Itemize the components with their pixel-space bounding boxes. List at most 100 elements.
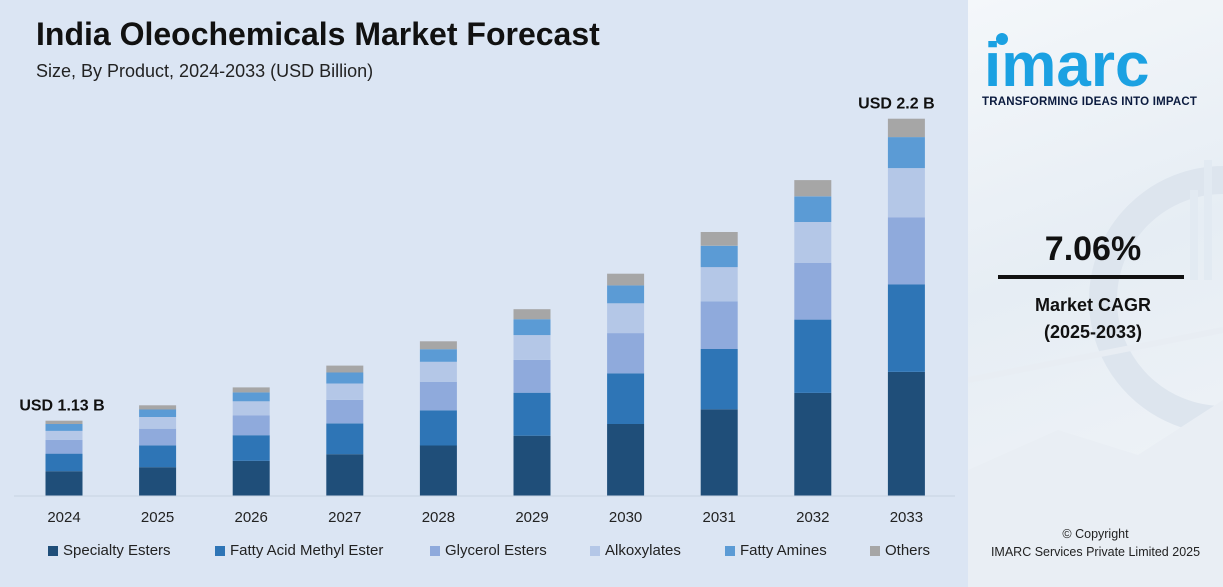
legend-swatch: [590, 545, 600, 556]
bar-segment-2024-0: [45, 471, 83, 496]
bar-segment-2033-1: [887, 284, 925, 372]
bar-segment-2033-5: [887, 118, 925, 138]
x-tick-labels: 2024 2025 2026 2027 2028 2029 2030 2031 2032 2033: [47, 509, 923, 526]
bar-segment-2025-5: [139, 405, 177, 410]
bar-segment-2026-3: [232, 401, 270, 416]
bar-segment-2030-1: [607, 373, 645, 424]
bar-segment-2029-3: [513, 335, 551, 360]
chart-legend: Specialty Esters Fatty Acid Methyl Ester G…: [0, 542, 968, 564]
bar-segment-2030-0: [607, 424, 645, 496]
bar-segment-2025-4: [139, 409, 177, 417]
bars-layer: [45, 118, 925, 496]
bar-segment-2027-1: [326, 423, 364, 455]
x-tick-label: 2032: [796, 509, 829, 526]
chart-panel: India Oleochemicals Market Forecast Size…: [0, 0, 968, 587]
legend-label: Glycerol Esters: [445, 542, 547, 559]
bar-segment-2029-1: [513, 392, 551, 436]
x-tick-label: 2026: [235, 509, 268, 526]
legend-swatch: [870, 545, 880, 556]
background-graphic-icon: [968, 160, 1223, 587]
cagr-period: (2025-2033): [1043, 322, 1143, 342]
bar-segment-2029-5: [513, 309, 551, 320]
legend-label: Alkoxylates: [605, 542, 681, 559]
bar-segment-2029-4: [513, 319, 551, 336]
bar-segment-2030-5: [607, 273, 645, 286]
x-tick-label: 2027: [328, 509, 361, 526]
bar-segment-2032-5: [794, 180, 832, 197]
bar-segment-2033-0: [887, 372, 925, 496]
bar-segment-2027-2: [326, 399, 364, 424]
bar-segment-2028-1: [419, 410, 457, 446]
bar-segment-2026-5: [232, 387, 270, 393]
bar-segment-2031-0: [700, 409, 738, 496]
total-value-label: USD 2.2 B: [858, 96, 934, 113]
x-tick-label: 2028: [422, 509, 455, 526]
side-panel: [968, 0, 1223, 587]
x-tick-label: 2030: [609, 509, 642, 526]
legend-label: Fatty Acid Methyl Ester: [230, 542, 384, 559]
legend-item: Fatty Amines: [725, 542, 827, 559]
legend-label: Others: [885, 542, 931, 559]
company-name: IMARC Services Private Limited 2025: [990, 545, 1201, 559]
x-tick-label: 2025: [141, 509, 174, 526]
bar-segment-2032-1: [794, 319, 832, 393]
bar-segment-2028-0: [419, 445, 457, 496]
bar-segment-2030-4: [607, 285, 645, 304]
bar-segment-2028-5: [419, 341, 457, 350]
bar-segment-2032-4: [794, 196, 832, 222]
chart-title: India Oleochemicals Market Forecast: [36, 16, 600, 52]
cagr-label: Market CAGR: [1034, 295, 1152, 315]
bar-segment-2032-0: [794, 392, 832, 496]
bar-segment-2024-3: [45, 430, 83, 440]
bar-segment-2031-3: [700, 267, 738, 302]
bar-segment-2024-5: [45, 420, 83, 424]
legend-swatch: [725, 545, 735, 556]
cagr-divider: [998, 275, 1184, 279]
bar-segment-2031-2: [700, 301, 738, 349]
bar-segment-2024-4: [45, 424, 83, 431]
bar-segment-2030-2: [607, 333, 645, 374]
x-tick-label: 2029: [515, 509, 548, 526]
bar-segment-2026-1: [232, 435, 270, 461]
bar-segment-2025-3: [139, 417, 177, 429]
legend-item: Alkoxylates: [590, 542, 681, 559]
stacked-bar-chart: 2024 2025 2026 2027 2028 2029 2030 2031 2032 2033…: [14, 96, 955, 526]
bar-segment-2025-0: [139, 467, 177, 496]
bar-segment-2030-3: [607, 303, 645, 334]
bar-segment-2024-1: [45, 453, 83, 472]
x-tick-label: 2024: [47, 509, 80, 526]
imarc-logo: imarc: [984, 31, 1149, 100]
bar-segment-2032-3: [794, 222, 832, 263]
svg-text:imarc: imarc: [984, 31, 1149, 100]
bar-segment-2028-3: [419, 361, 457, 382]
bar-segment-2026-4: [232, 392, 270, 402]
x-tick-label: 2033: [890, 509, 923, 526]
legend-item: Glycerol Esters: [430, 542, 547, 559]
bar-segment-2029-0: [513, 435, 551, 496]
total-value-label: USD 1.13 B: [19, 398, 104, 415]
cagr-value: 7.06%: [1044, 230, 1142, 268]
copyright-text: © Copyright: [1062, 527, 1129, 541]
bar-segment-2029-2: [513, 359, 551, 393]
bar-segment-2033-4: [887, 137, 925, 169]
bar-segment-2033-3: [887, 168, 925, 218]
bar-segment-2031-4: [700, 245, 738, 268]
bar-segment-2031-1: [700, 349, 738, 410]
legend-label: Fatty Amines: [740, 542, 827, 559]
bar-segment-2026-2: [232, 415, 270, 436]
bar-segment-2028-2: [419, 381, 457, 411]
legend-swatch: [215, 545, 225, 556]
bar-segment-2032-2: [794, 263, 832, 320]
chart-subtitle: Size, By Product, 2024-2033 (USD Billion…: [36, 61, 374, 81]
annotations-layer: USD 1.13 B USD 2.2 B: [19, 96, 934, 415]
bar-segment-2027-0: [326, 454, 364, 496]
legend-item: Others: [870, 542, 930, 559]
legend-item: Fatty Acid Methyl Ester: [215, 542, 383, 559]
legend-swatch: [48, 545, 58, 556]
legend-item: Specialty Esters: [48, 542, 171, 559]
bar-segment-2024-2: [45, 439, 83, 454]
bar-segment-2031-5: [700, 232, 738, 246]
bar-segment-2033-2: [887, 217, 925, 285]
legend-label: Specialty Esters: [63, 542, 171, 559]
